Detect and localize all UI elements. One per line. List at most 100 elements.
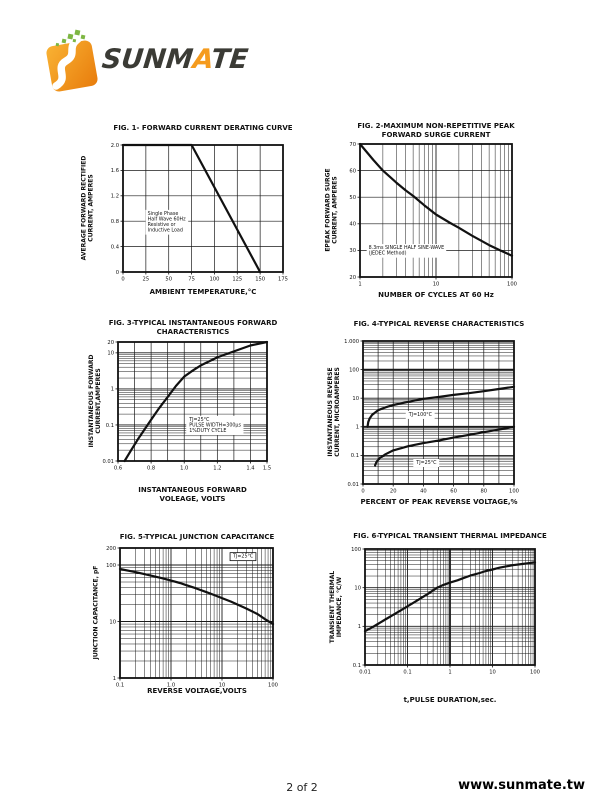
svg-text:1.4: 1.4 <box>246 466 255 472</box>
figure-5-plot: 0.1 1.0 10 100 1 10 100 200 TJ=25°C <box>106 546 278 689</box>
svg-text:0.1: 0.1 <box>351 453 359 459</box>
figure-2-title: FIG. 2-MAXIMUM NON-REPETITIVE PEAK FORWA… <box>357 122 515 139</box>
figure-5-ylabel: JUNCTION CAPACITANCE, pF <box>92 565 100 660</box>
figure-5-xlabel: REVERSE VOLTAGE,VOLTS <box>147 687 247 695</box>
figure-2-ylabel: EPEAK FORWARD SURGE CURRENT, AMPERES <box>324 168 339 252</box>
svg-text:0: 0 <box>116 270 119 276</box>
figure-4-xlabel: PERCENT OF PEAK REVERSE VOLTAGE,% <box>360 498 518 506</box>
svg-text:200: 200 <box>106 546 116 552</box>
svg-text:0.8: 0.8 <box>111 219 119 225</box>
logo-dots-icon <box>55 29 86 47</box>
svg-text:2.0: 2.0 <box>111 143 119 149</box>
svg-text:100: 100 <box>351 547 361 553</box>
svg-text:0.8: 0.8 <box>147 466 155 472</box>
svg-text:20: 20 <box>107 340 114 346</box>
svg-text:1: 1 <box>358 282 361 288</box>
svg-text:1: 1 <box>356 425 359 431</box>
svg-text:10: 10 <box>219 683 226 689</box>
svg-text:1.2: 1.2 <box>111 194 119 200</box>
svg-text:8.3ms SINGLE HALF SINE-WAVE(JE: 8.3ms SINGLE HALF SINE-WAVE (JEDEC Method… <box>369 245 445 257</box>
svg-text:80: 80 <box>480 489 487 495</box>
sunmate-logo-icon <box>46 29 98 92</box>
brand-wordmark: SUNMATE <box>100 44 249 75</box>
svg-text:1: 1 <box>358 624 361 630</box>
svg-text:40: 40 <box>349 222 356 228</box>
svg-text:TJ=25°C: TJ=25°C <box>415 460 437 466</box>
svg-text:0.6: 0.6 <box>114 466 122 472</box>
svg-text:1: 1 <box>448 670 451 676</box>
figure-3-title: FIG. 3-TYPICAL INSTANTANEOUS FORWARD CHA… <box>108 319 278 336</box>
figure-5-title: FIG. 5-TYPICAL JUNCTION CAPACITANCE <box>119 533 275 541</box>
figure-6-title: FIG. 6-TYPICAL TRANSIENT THERMAL IMPEDAN… <box>353 532 547 540</box>
svg-text:25: 25 <box>143 277 150 283</box>
figure-3-plot: 0.6 0.8 1.0 1.2 1.4 1.5 0.01 0.1 1 10 20 TJ=25°C PUL… <box>102 340 271 472</box>
svg-text:0: 0 <box>121 277 124 283</box>
figure-4-plot: 0 20 40 60 80 100 0.01 0.1 1 10 100 1.000 TJ=100°C TJ… <box>344 339 519 495</box>
svg-text:1.0: 1.0 <box>167 683 175 689</box>
svg-text:TJ=100°C: TJ=100°C <box>408 412 433 418</box>
svg-text:10: 10 <box>352 396 359 402</box>
figure-1-xlabel: AMBIENT TEMPERATURE,°C <box>149 288 257 296</box>
svg-text:60: 60 <box>450 489 457 495</box>
svg-text:70: 70 <box>349 142 356 148</box>
svg-text:1: 1 <box>113 676 116 682</box>
svg-text:0.1: 0.1 <box>106 423 114 429</box>
svg-text:0.01: 0.01 <box>102 459 114 465</box>
svg-text:0.1: 0.1 <box>403 670 411 676</box>
figure-4-title: FIG. 4-TYPICAL REVERSE CHARACTERISTICS <box>353 320 525 328</box>
figure-6-ylabel: TRANSIENT THERMAL IMPEDANCE, °C/W <box>329 570 343 644</box>
svg-text:50: 50 <box>165 277 172 283</box>
svg-text:TJ=25°C: TJ=25°C <box>232 554 254 560</box>
svg-text:10: 10 <box>489 670 496 676</box>
svg-text:20: 20 <box>349 275 356 281</box>
svg-text:10: 10 <box>433 282 440 288</box>
figure-3-xlabel: INSTANTANEOUS FORWARD VOLEAGE, VOLTS <box>138 486 247 503</box>
svg-text:1.5: 1.5 <box>263 466 271 472</box>
figure-2-xlabel: NUMBER OF CYCLES AT 60 Hz <box>378 291 494 299</box>
svg-text:50: 50 <box>349 195 356 201</box>
svg-text:0.1: 0.1 <box>353 663 361 669</box>
svg-text:10: 10 <box>354 585 361 591</box>
svg-text:125: 125 <box>232 277 242 283</box>
svg-text:0.4: 0.4 <box>111 244 120 250</box>
svg-text:175: 175 <box>278 277 288 283</box>
figure-1-title: FIG. 1- FORWARD CURRENT DERATING CURVE <box>113 124 293 132</box>
figure-4-ylabel: INSTANTANEOUS REVERSE CURRENT, MICROAMPE… <box>327 367 341 457</box>
svg-text:1.2: 1.2 <box>213 466 221 472</box>
svg-text:100: 100 <box>349 367 359 373</box>
svg-text:100: 100 <box>106 563 116 569</box>
svg-text:20: 20 <box>390 489 397 495</box>
svg-text:1.000: 1.000 <box>344 339 359 345</box>
svg-text:100: 100 <box>209 277 219 283</box>
svg-text:100: 100 <box>509 489 519 495</box>
svg-text:0.01: 0.01 <box>347 482 359 488</box>
figure-1-ylabel: AVERAGE FORWARD RECTIFIED CURRENT, AMPER… <box>80 155 95 261</box>
svg-text:100: 100 <box>530 670 540 676</box>
figure-1-plot: 0 25 50 75 100 125 150 175 0 0.4 0.8 1.2 1.6 2.0 Singl… <box>111 143 288 283</box>
brand-suffix: TE <box>209 44 250 75</box>
website-link[interactable]: www.sunmate.tw <box>458 778 585 793</box>
svg-text:10: 10 <box>107 351 114 357</box>
brand-prefix: SUNM <box>100 44 195 75</box>
svg-text:75: 75 <box>188 277 195 283</box>
svg-text:0.1: 0.1 <box>116 683 124 689</box>
svg-text:0: 0 <box>361 489 364 495</box>
svg-text:30: 30 <box>349 248 356 254</box>
svg-text:1.6: 1.6 <box>111 168 119 174</box>
page-number: 2 of 2 <box>286 781 318 794</box>
svg-text:150: 150 <box>255 277 265 283</box>
svg-text:1.0: 1.0 <box>180 466 188 472</box>
svg-text:0.01: 0.01 <box>359 670 371 676</box>
figure-6-xlabel: t,PULSE DURATION,sec. <box>403 696 497 704</box>
svg-text:10: 10 <box>109 619 116 625</box>
svg-text:1: 1 <box>111 387 114 393</box>
figure-2-plot: 1 10 100 20 30 40 50 60 70 8.3ms SINGLE HALF SINE… <box>349 142 517 288</box>
svg-text:40: 40 <box>420 489 427 495</box>
svg-text:60: 60 <box>349 168 356 174</box>
svg-text:100: 100 <box>268 683 278 689</box>
svg-text:100: 100 <box>507 282 517 288</box>
